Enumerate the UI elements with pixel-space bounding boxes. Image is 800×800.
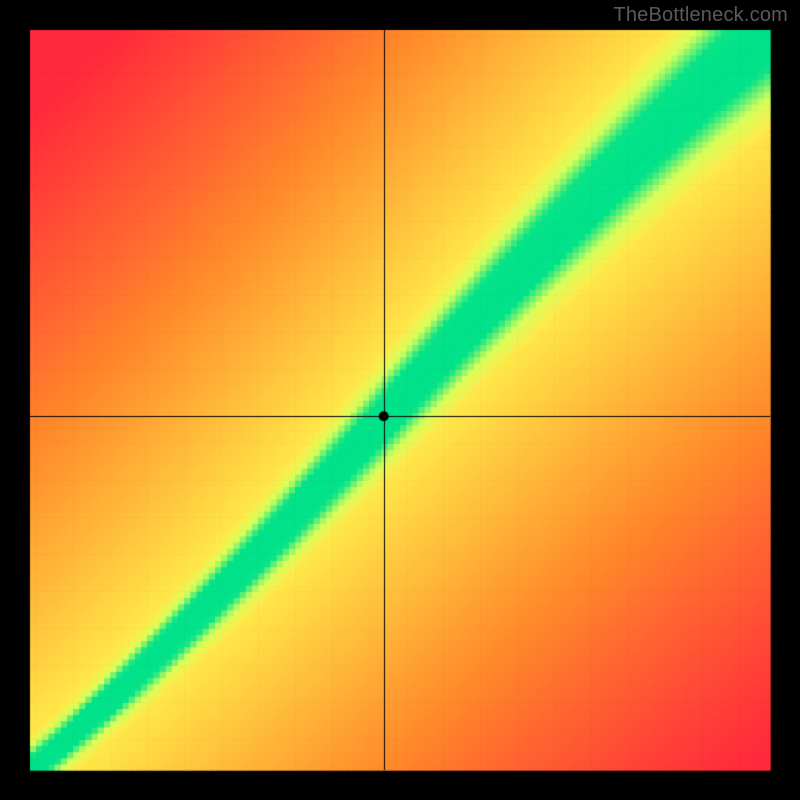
- watermark-text: TheBottleneck.com: [613, 4, 788, 27]
- bottleneck-heatmap: [0, 0, 800, 800]
- chart-container: TheBottleneck.com: [0, 0, 800, 800]
